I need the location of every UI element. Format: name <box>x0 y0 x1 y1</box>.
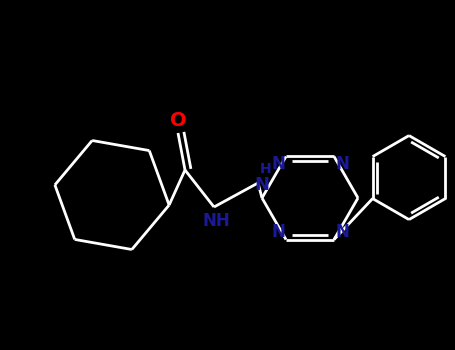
Text: N: N <box>335 223 349 240</box>
Text: N: N <box>271 223 285 240</box>
Text: H: H <box>260 162 272 176</box>
Text: N: N <box>254 176 269 194</box>
Text: N: N <box>335 155 349 174</box>
Text: NH: NH <box>202 212 230 230</box>
Text: N: N <box>271 155 285 174</box>
Text: O: O <box>170 112 186 131</box>
